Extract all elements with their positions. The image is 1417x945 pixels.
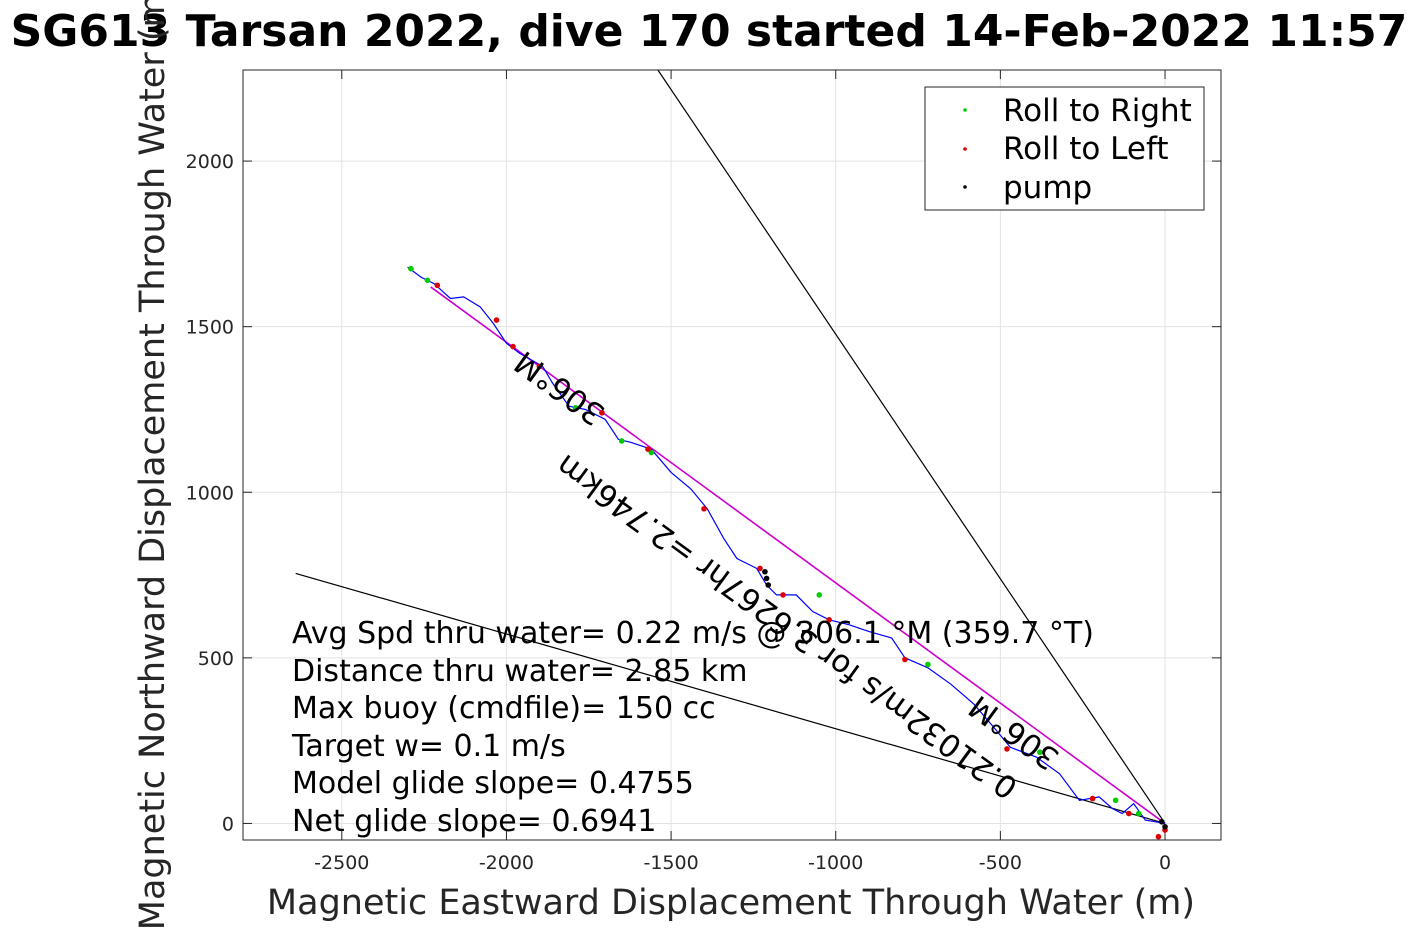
x-tick-label: -2500 (314, 852, 369, 874)
x-tick-label: 0 (1159, 852, 1171, 874)
axes-box (242, 69, 1222, 841)
roll-left-point (510, 343, 516, 350)
bound-line-1 (657, 70, 1166, 824)
legend-marker-pump (963, 185, 967, 189)
x-axis-label: Magnetic Eastward Displacement Through W… (267, 883, 1195, 923)
points-layer (408, 265, 1168, 840)
pump-point (765, 582, 772, 588)
roll-left-point (434, 282, 441, 289)
roll-left-point (701, 506, 707, 512)
roll-right-point (1135, 810, 1142, 817)
chart-title: SG613 Tarsan 2022, dive 170 started 14-F… (11, 6, 1408, 57)
roll-left-point (1004, 746, 1010, 752)
pump-point (763, 575, 770, 582)
legend: Roll to Right Roll to Left pump (924, 86, 1205, 211)
legend-label-pump: pump (1003, 170, 1092, 206)
y-tick-label: 0 (222, 813, 234, 835)
bound-line-2 (295, 572, 1166, 825)
legend-marker-roll-left (963, 147, 967, 151)
net-course-line (430, 286, 1166, 825)
pump-point (762, 568, 768, 575)
stat-distance: Distance thru water= 2.85 km (292, 654, 747, 689)
roll-left-point (826, 616, 832, 623)
legend-marker-roll-right (963, 108, 967, 112)
roll-right-point (572, 405, 579, 411)
roll-left-point (757, 565, 763, 572)
roll-right-point (816, 592, 823, 598)
roll-right-point (424, 277, 431, 284)
roll-left-point (780, 592, 786, 598)
y-axis-label: Magnetic Northward Displacement Through … (133, 0, 173, 930)
roll-right-point (925, 661, 931, 668)
y-tick-label: 1500 (186, 317, 234, 339)
x-tick-label: -1500 (643, 852, 698, 874)
x-tick-label: -500 (979, 852, 1022, 874)
stats-block: Avg Spd thru water= 0.22 m/s @ 306.1 °M … (291, 616, 1094, 839)
legend-label-roll-right: Roll to Right (1003, 93, 1192, 129)
x-tick-label: -2000 (479, 852, 534, 874)
pump-point (1158, 818, 1165, 825)
roll-left-point (493, 317, 500, 323)
legend-box (924, 86, 1205, 211)
y-tick-label: 500 (198, 648, 234, 670)
roll-right-point (408, 265, 414, 272)
roll-left-point (1155, 833, 1162, 840)
stat-target-w: Target w= 0.1 m/s (291, 729, 566, 764)
stat-net-glide-slope: Net glide slope= 0.6941 (292, 804, 656, 839)
roll-right-point (1037, 749, 1043, 756)
roll-left-point (1089, 795, 1096, 802)
roll-left-point (599, 409, 605, 416)
roll-left-point (902, 656, 908, 663)
roll-left-point (645, 446, 651, 453)
roll-right-point (618, 438, 625, 444)
stat-model-glide-slope: Model glide slope= 0.4755 (292, 766, 694, 801)
stat-avg-speed: Avg Spd thru water= 0.22 m/s @ 306.1 °M … (292, 616, 1094, 651)
ticks-layer: -2500 -2000 -1500 -1000 -500 0 0 500 1000 1500 200… (186, 70, 1221, 874)
roll-right-point (1112, 797, 1119, 804)
roll-left-point (1125, 810, 1132, 817)
pump-point (1162, 823, 1168, 830)
y-tick-label: 2000 (186, 151, 234, 173)
x-tick-label: -1000 (808, 852, 863, 874)
stat-max-buoy: Max buoy (cmdfile)= 150 cc (292, 691, 716, 726)
y-tick-label: 1000 (186, 482, 234, 504)
legend-label-roll-left: Roll to Left (1003, 131, 1169, 167)
roll-left-point (536, 363, 543, 370)
